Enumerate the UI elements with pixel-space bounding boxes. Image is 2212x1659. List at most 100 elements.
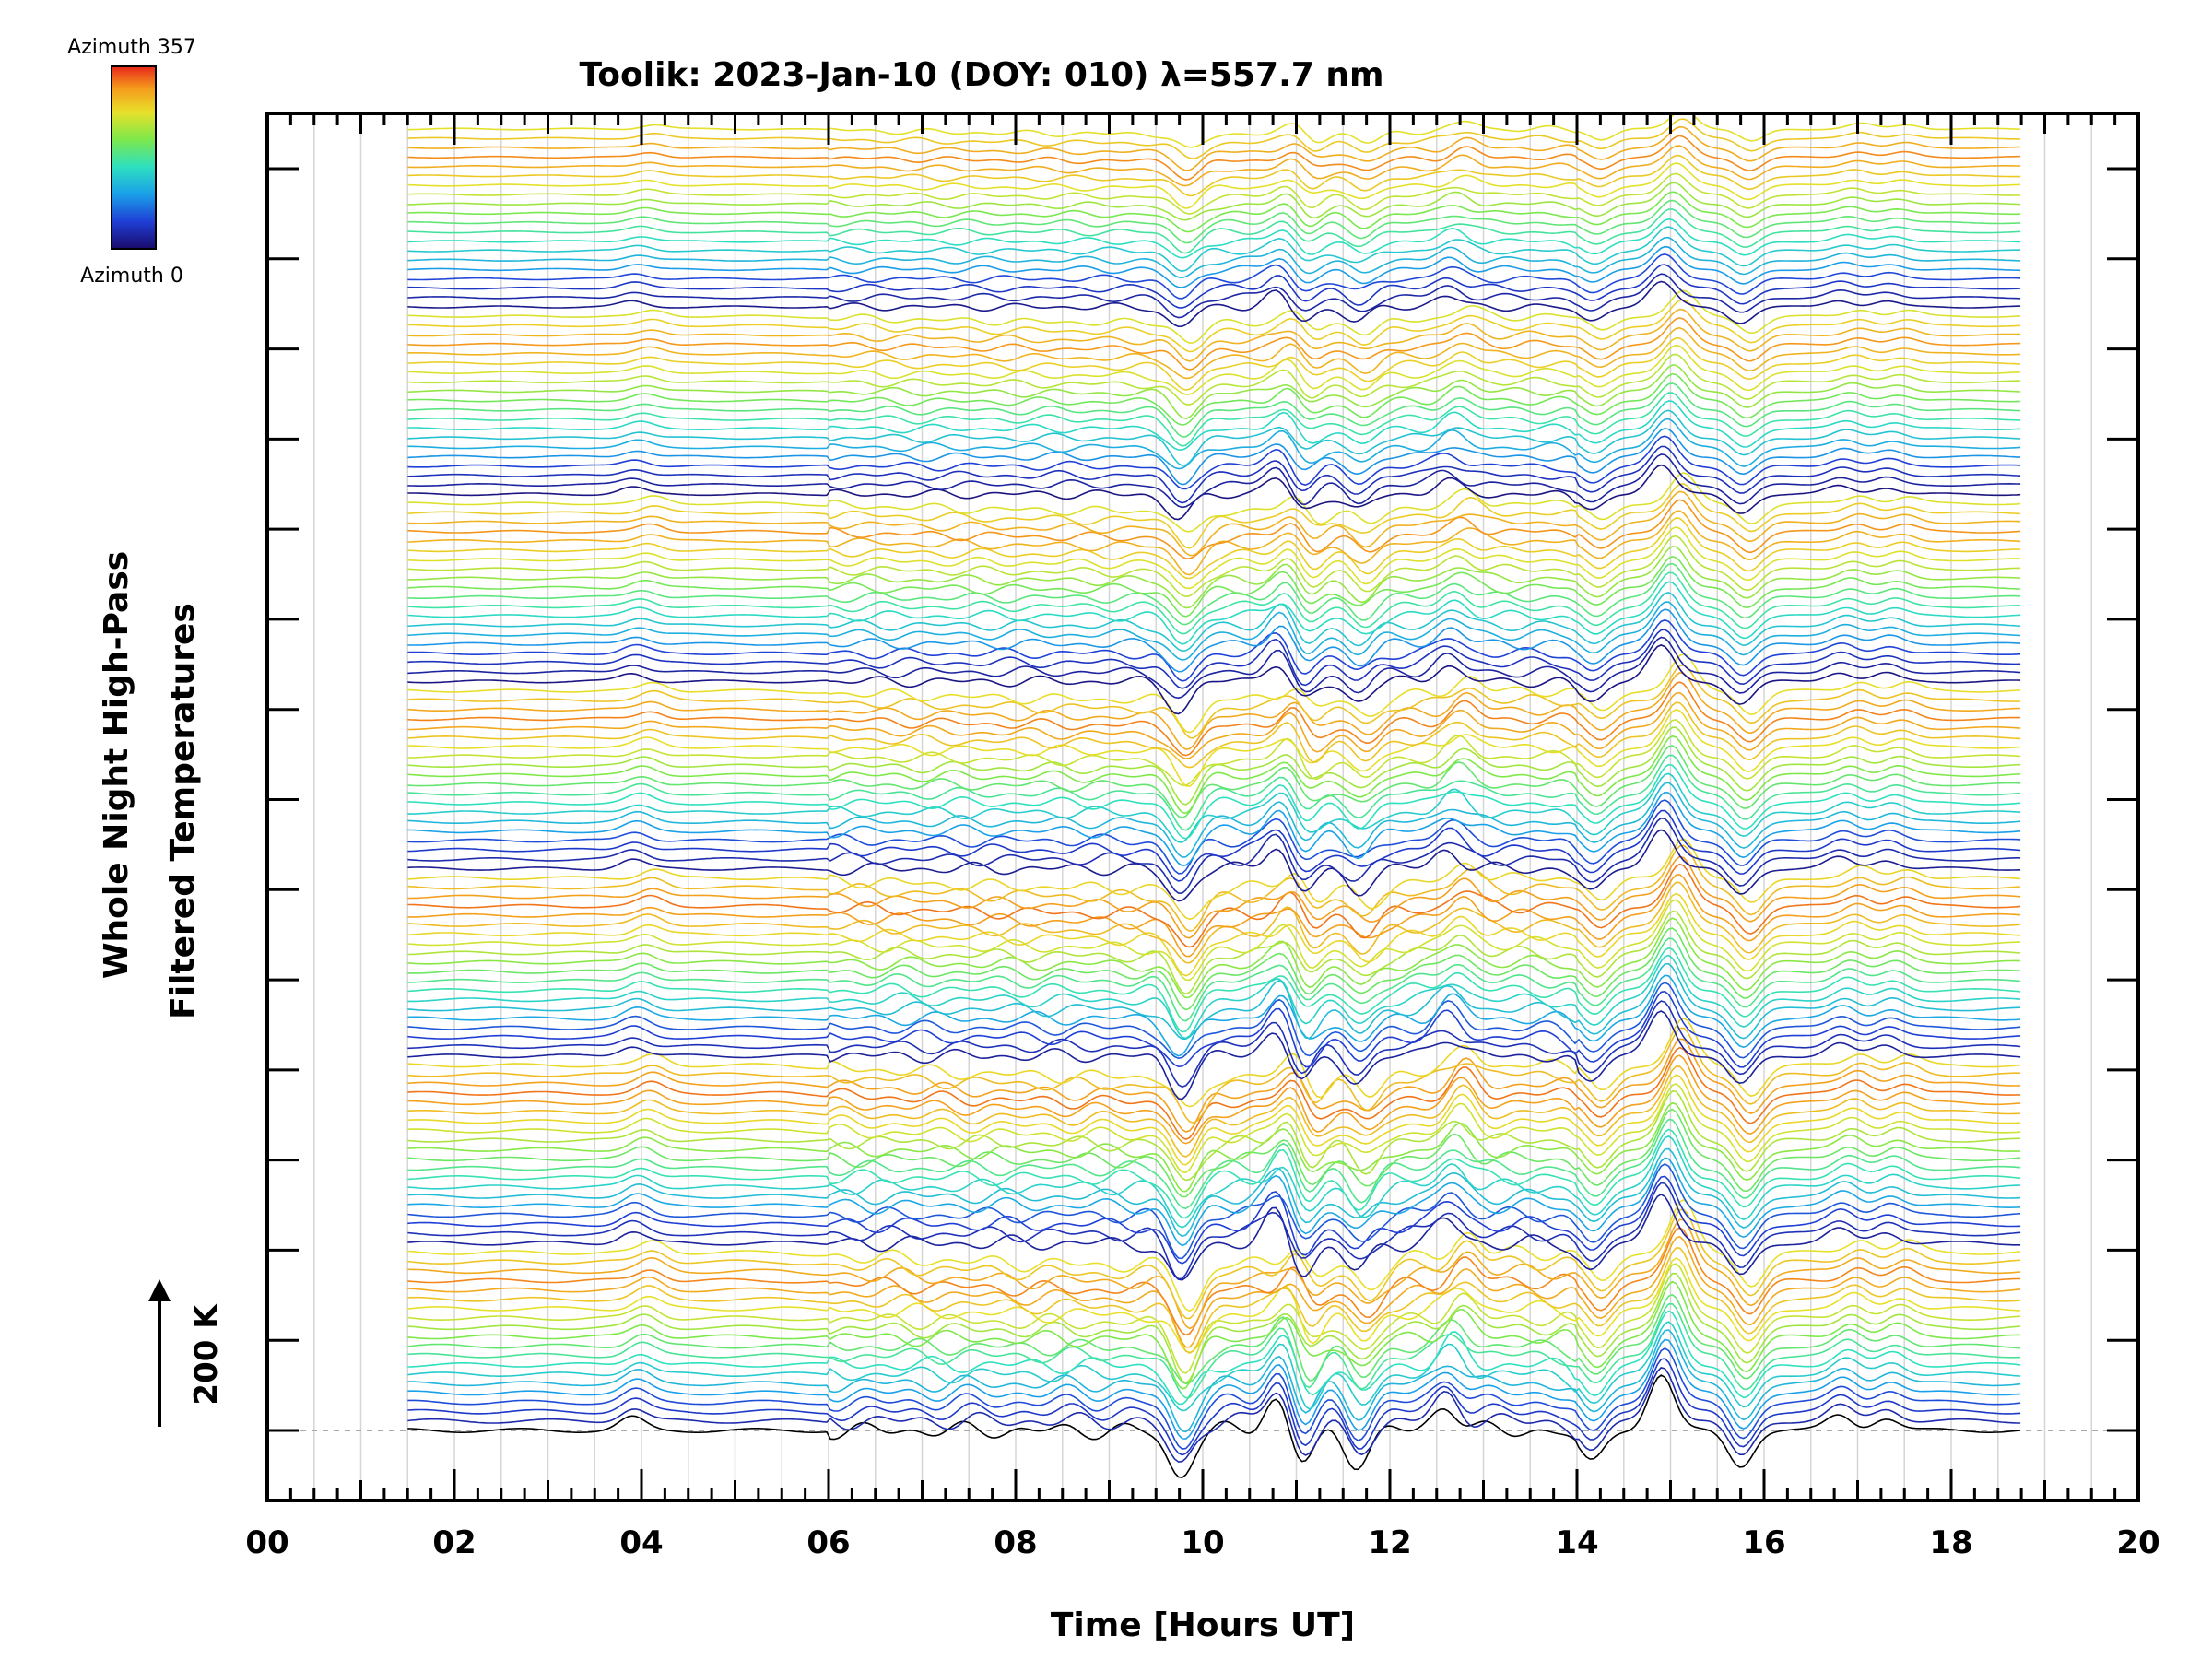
trace-line bbox=[407, 1046, 2021, 1140]
x-tick-label: 04 bbox=[619, 1524, 663, 1561]
trace-line bbox=[407, 562, 2021, 626]
trace-line bbox=[407, 273, 2021, 319]
trace-line bbox=[407, 1175, 2021, 1265]
trace-line bbox=[407, 892, 2021, 977]
x-tick-label: 00 bbox=[245, 1524, 288, 1561]
trace-line bbox=[407, 855, 2021, 939]
trace-line bbox=[407, 974, 2021, 1057]
trace-line bbox=[407, 1083, 2021, 1174]
trace-line bbox=[407, 874, 2021, 958]
trace-line bbox=[407, 1193, 2021, 1281]
trace-line bbox=[407, 253, 2021, 300]
trace-line bbox=[407, 400, 2021, 451]
trace-line bbox=[407, 353, 2021, 406]
trace-line bbox=[407, 299, 2021, 353]
trace-line bbox=[407, 113, 2021, 148]
trace-line bbox=[407, 392, 2021, 447]
trace-line bbox=[407, 182, 2021, 221]
trace-line bbox=[407, 1226, 2021, 1336]
trace-line bbox=[407, 1147, 2021, 1238]
trace-line bbox=[407, 226, 2021, 273]
trace-line bbox=[407, 1000, 2021, 1088]
trace-line bbox=[407, 336, 2021, 391]
trace-line bbox=[407, 289, 2021, 344]
trace-line bbox=[407, 435, 2021, 490]
trace-line bbox=[407, 618, 2021, 682]
trace-line bbox=[407, 1293, 2021, 1385]
trace-line bbox=[407, 809, 2021, 882]
trace-line bbox=[407, 1247, 2021, 1355]
trace-line bbox=[407, 280, 2021, 328]
colorbar-bottom-label: Azimuth 0 bbox=[80, 265, 183, 288]
trace-line bbox=[407, 982, 2021, 1060]
x-tick-label: 20 bbox=[2116, 1524, 2159, 1561]
trace-line bbox=[407, 1374, 2021, 1479]
trace-line bbox=[407, 308, 2021, 362]
trace-line bbox=[407, 555, 2021, 618]
trace-line bbox=[407, 490, 2021, 557]
x-tick-label: 08 bbox=[994, 1524, 1037, 1561]
trace-line bbox=[407, 464, 2021, 521]
trace-line bbox=[407, 1135, 2021, 1229]
trace-line bbox=[407, 372, 2021, 426]
trace-line bbox=[407, 1272, 2021, 1384]
x-tick-labels: 00 02 04 06 08 10 12 14 16 18 20 bbox=[245, 1524, 2159, 1561]
scale-arrow-head bbox=[148, 1279, 171, 1301]
chart-title: Toolik: 2023-Jan-10 (DOY: 010) λ=557.7 n… bbox=[580, 56, 1384, 94]
trace-line bbox=[407, 118, 2021, 159]
trace-line bbox=[407, 145, 2021, 187]
trace-line bbox=[407, 1038, 2021, 1133]
trace-line bbox=[407, 344, 2021, 395]
trace-line bbox=[407, 1310, 2021, 1406]
trace-line bbox=[407, 636, 2021, 700]
trace-line bbox=[407, 917, 2021, 999]
y-axis-label-line1: Whole Night High-Pass bbox=[98, 551, 135, 979]
trace-line bbox=[407, 829, 2021, 902]
trace-line bbox=[407, 364, 2021, 419]
trace-line bbox=[407, 1235, 2021, 1348]
trace-line bbox=[407, 526, 2021, 590]
scale-bar-label: 200 K bbox=[188, 1303, 225, 1406]
trace-line bbox=[407, 1367, 2021, 1463]
trace-line bbox=[407, 601, 2021, 661]
trace-line bbox=[407, 1347, 2021, 1450]
trace-line bbox=[407, 1054, 2021, 1145]
trace-line bbox=[407, 125, 2021, 171]
colorbar: Azimuth 357 Azimuth 0 bbox=[67, 36, 196, 288]
trace-line bbox=[407, 1198, 2021, 1312]
x-axis-label: Time [Hours UT] bbox=[1051, 1606, 1355, 1644]
trace-line bbox=[407, 735, 2021, 815]
trace-line bbox=[407, 208, 2021, 254]
trace-line bbox=[407, 1208, 2021, 1320]
axis-ticks bbox=[265, 113, 2140, 1500]
trace-line bbox=[407, 763, 2021, 840]
trace-line bbox=[407, 218, 2021, 259]
x-tick-label: 02 bbox=[432, 1524, 476, 1561]
trace-line bbox=[407, 1329, 2021, 1433]
colorbar-gradient bbox=[111, 65, 157, 250]
x-tick-label: 12 bbox=[1368, 1524, 1411, 1561]
trace-line bbox=[407, 191, 2021, 233]
x-tick-label: 18 bbox=[1929, 1524, 1972, 1561]
trace-line bbox=[407, 162, 2021, 209]
trace-line bbox=[407, 947, 2021, 1033]
trace-line bbox=[407, 172, 2021, 215]
x-tick-label: 10 bbox=[1181, 1524, 1224, 1561]
trace-line bbox=[407, 691, 2021, 759]
trace-line bbox=[407, 483, 2021, 549]
trace-line bbox=[407, 264, 2021, 309]
trace-line bbox=[407, 1280, 2021, 1390]
trace-line bbox=[407, 719, 2021, 786]
trace-line bbox=[407, 1010, 2021, 1100]
trace-line bbox=[407, 954, 2021, 1040]
trace-line bbox=[407, 199, 2021, 244]
trace-line bbox=[407, 1218, 2021, 1330]
x-tick-label: 06 bbox=[806, 1524, 850, 1561]
trace-line bbox=[407, 629, 2021, 689]
trace-line bbox=[407, 899, 2021, 982]
trace-line bbox=[407, 1162, 2021, 1260]
trace-line bbox=[407, 427, 2021, 486]
trace-line bbox=[407, 546, 2021, 609]
trace-line bbox=[407, 453, 2021, 509]
trace-line bbox=[407, 472, 2021, 533]
